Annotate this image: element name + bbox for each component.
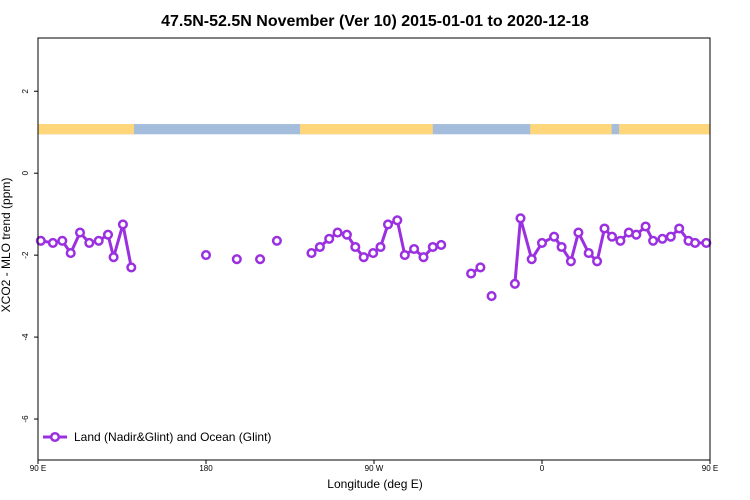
data-point-8-15 xyxy=(640,221,651,232)
land-ocean-band xyxy=(38,124,710,135)
data-point-5-7 xyxy=(368,248,379,259)
x-tick-label-4: 90 E xyxy=(702,464,718,473)
data-point-8-14 xyxy=(631,229,642,240)
data-point-5-6 xyxy=(358,252,369,263)
land-band-0 xyxy=(38,124,134,135)
data-point-8-17 xyxy=(657,233,668,244)
data-point-1-0 xyxy=(200,250,212,261)
plot-frame xyxy=(37,37,711,461)
data-point-0-1 xyxy=(47,237,58,248)
x-tick-label-2: 90 W xyxy=(365,464,384,473)
data-point-0-8 xyxy=(108,252,119,263)
x-tick-label-1: 180 xyxy=(199,464,213,473)
data-point-0-10 xyxy=(126,262,137,273)
y-axis-label: XCO2 - MLO trend (ppm) xyxy=(0,178,13,313)
data-point-5-8 xyxy=(375,241,386,253)
data-point-0-5 xyxy=(84,237,95,248)
land-band-2 xyxy=(530,124,612,135)
data-point-0-9 xyxy=(117,219,128,230)
data-point-5-10 xyxy=(392,215,403,226)
data-point-0-3 xyxy=(65,248,76,259)
data-point-4-0 xyxy=(271,235,282,246)
data-point-5-1 xyxy=(314,241,325,253)
data-point-8-5 xyxy=(556,241,567,253)
data-point-5-13 xyxy=(418,252,429,263)
data-point-5-4 xyxy=(341,229,352,240)
data-point-0-7 xyxy=(102,229,114,240)
data-point-6-1 xyxy=(475,262,486,273)
y-tick-label-4: -6 xyxy=(21,415,30,423)
legend-label: Land (Nadir&Glint) and Ocean (Glint) xyxy=(74,430,271,444)
y-tick-label-3: -4 xyxy=(21,333,30,341)
data-point-0-6 xyxy=(93,235,104,246)
land-band-3 xyxy=(619,124,710,135)
data-point-5-5 xyxy=(350,241,361,253)
data-point-5-11 xyxy=(399,250,410,261)
data-point-5-0 xyxy=(306,248,317,259)
x-tick-label-0: 90 E xyxy=(30,464,46,473)
data-point-2-0 xyxy=(231,254,242,265)
data-point-8-8 xyxy=(583,248,594,259)
data-point-8-7 xyxy=(573,227,584,238)
data-point-8-4 xyxy=(549,231,560,242)
data-point-8-3 xyxy=(536,237,548,248)
data-point-8-1 xyxy=(515,213,526,224)
data-point-8-2 xyxy=(526,254,537,265)
data-point-8-0 xyxy=(509,278,520,289)
data-point-5-2 xyxy=(324,233,335,244)
series-layer xyxy=(35,213,712,302)
data-point-5-9 xyxy=(382,219,394,230)
data-point-8-22 xyxy=(701,237,712,248)
data-point-0-0 xyxy=(35,235,46,246)
data-point-0-4 xyxy=(74,227,86,238)
data-point-8-16 xyxy=(648,235,659,246)
data-point-8-10 xyxy=(599,223,610,234)
data-point-0-2 xyxy=(57,235,68,246)
data-point-7-0 xyxy=(486,291,497,302)
data-point-8-18 xyxy=(665,231,676,242)
data-point-3-0 xyxy=(255,254,266,265)
data-point-5-14 xyxy=(427,241,438,253)
legend-marker-swatch xyxy=(49,431,61,443)
y-tick-label-0: 2 xyxy=(21,88,30,93)
data-point-5-15 xyxy=(436,239,447,250)
data-point-8-11 xyxy=(606,231,618,242)
data-point-5-12 xyxy=(409,243,420,255)
data-point-8-6 xyxy=(565,256,576,267)
x-axis-label: Longitude (deg E) xyxy=(327,477,422,491)
y-tick-label-2: -2 xyxy=(21,251,30,259)
y-tick-label-1: 0 xyxy=(21,170,30,175)
data-point-6-0 xyxy=(466,268,477,279)
land-band-1 xyxy=(300,124,433,135)
axis-ticks: 90 E 180 90 W 0 90 E 2 0 -2 -4 -6 xyxy=(21,88,718,473)
data-point-8-12 xyxy=(615,235,626,246)
data-point-5-3 xyxy=(332,227,343,238)
legend: Land (Nadir&Glint) and Ocean (Glint) xyxy=(43,430,271,444)
data-point-8-9 xyxy=(592,256,603,267)
x-tick-label-3: 0 xyxy=(540,464,545,473)
data-point-8-21 xyxy=(690,237,701,248)
data-point-8-19 xyxy=(674,223,685,234)
chart-title: 47.5N-52.5N November (Ver 10) 2015-01-01… xyxy=(161,13,589,30)
